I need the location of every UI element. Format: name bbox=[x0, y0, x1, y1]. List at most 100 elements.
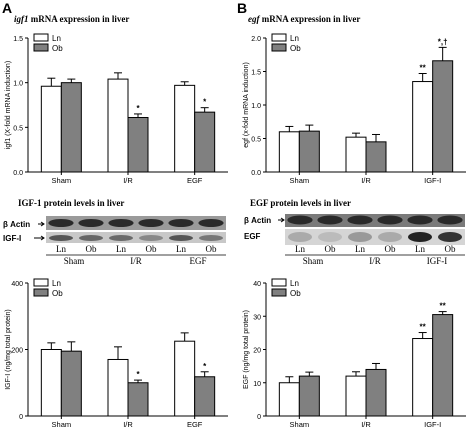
blot-row-label-igf1: IGF-I bbox=[3, 234, 21, 243]
blot-band-protein bbox=[169, 235, 193, 241]
blot-strip-igf1 bbox=[46, 232, 226, 243]
blot-band-protein bbox=[199, 235, 223, 241]
bar bbox=[174, 84, 196, 173]
blot-band-protein bbox=[438, 232, 462, 242]
bar bbox=[365, 368, 387, 417]
blot-lane-label: Ob bbox=[146, 244, 157, 254]
significance-mark: * bbox=[136, 370, 140, 379]
blot-group-label-sham: Sham bbox=[64, 256, 85, 266]
legend-label: Ln bbox=[52, 279, 61, 288]
blot-lane-label: Ln bbox=[116, 244, 126, 254]
y-tick-label: 30 bbox=[253, 314, 261, 321]
y-axis-label: igf1 (X-fold mRNA induction) bbox=[5, 61, 12, 149]
x-tick-label: Sham bbox=[290, 176, 310, 185]
legend-swatch bbox=[33, 43, 49, 52]
y-tick-label: 2.0 bbox=[251, 36, 261, 43]
y-axis-label: EGF (ng/mg total protein) bbox=[243, 310, 250, 389]
y-tick-label: 0.5 bbox=[251, 137, 261, 144]
y-axis-label: egf (x-fold mRNA induction) bbox=[243, 62, 250, 148]
blot-band-actin bbox=[347, 215, 373, 225]
y-tick-label: 0.5 bbox=[13, 125, 23, 132]
legend-swatch bbox=[271, 278, 287, 287]
blot-group-label-sham: Sham bbox=[303, 256, 324, 266]
panel-letter-a: A bbox=[2, 0, 12, 16]
blot-band-actin bbox=[168, 219, 194, 227]
bar bbox=[345, 136, 367, 173]
blot-band-protein bbox=[378, 232, 402, 242]
y-tick-label: 0.0 bbox=[13, 170, 23, 177]
title-egf-blot: EGF protein levels in liver bbox=[250, 198, 351, 208]
legend-label: Ob bbox=[290, 289, 301, 298]
blot-lane-label: Ob bbox=[206, 244, 217, 254]
arrow-icon bbox=[38, 221, 45, 227]
blot-band-actin bbox=[138, 219, 164, 227]
blot-group-label-ir: I/R bbox=[369, 256, 381, 266]
blot-band-actin bbox=[198, 219, 224, 227]
arrow-icon bbox=[278, 217, 285, 223]
blot-lane-label: Ob bbox=[445, 244, 456, 254]
chart-A-mrna: 0.0 0.5 1.0 1.5 igf1 (X-fold mRNA induction)… bbox=[5, 33, 228, 185]
bar bbox=[412, 81, 434, 173]
significance-mark: ** bbox=[420, 64, 427, 73]
x-tick-label: I/R bbox=[361, 176, 371, 185]
blot-band-actin bbox=[437, 215, 463, 225]
y-axis-label: IGF-I (ng/mg total protein) bbox=[5, 309, 12, 390]
bar bbox=[278, 131, 300, 173]
blot-band-protein bbox=[348, 232, 372, 242]
blot-group-label-ir: I/R bbox=[130, 256, 142, 266]
title-egf-mrna: egf mRNA expression in liver bbox=[248, 14, 360, 24]
title-gene-italic: egf bbox=[248, 14, 260, 24]
blot-group-label-igf1: IGF-I bbox=[427, 256, 448, 266]
x-tick-label: Sham bbox=[290, 420, 310, 429]
x-tick-label: Sham bbox=[52, 420, 72, 429]
title-igf1-blot: IGF-1 protein levels in liver bbox=[18, 198, 124, 208]
x-tick-label: I/R bbox=[123, 420, 133, 429]
significance-mark: * bbox=[136, 104, 140, 113]
x-tick-label: EGF bbox=[187, 176, 203, 185]
bar bbox=[194, 376, 216, 417]
blot-band-protein bbox=[49, 235, 73, 241]
bar bbox=[60, 350, 82, 417]
blot-group-label-egf: EGF bbox=[189, 256, 206, 266]
x-tick-label: IGF-I bbox=[424, 176, 441, 185]
y-tick-label: 400 bbox=[11, 281, 23, 288]
y-tick-label: 10 bbox=[253, 381, 261, 388]
bar bbox=[107, 78, 129, 173]
panel-letter-b: B bbox=[237, 0, 247, 16]
y-tick-label: 0 bbox=[19, 414, 23, 421]
blot-lane-label: Ob bbox=[325, 244, 336, 254]
y-tick-label: 1.0 bbox=[13, 81, 23, 88]
bar bbox=[412, 338, 434, 417]
bar bbox=[40, 349, 62, 417]
bar bbox=[365, 141, 387, 173]
y-tick-label: 20 bbox=[253, 348, 261, 355]
blot-lane-label: Ln bbox=[56, 244, 66, 254]
y-tick-label: 1.5 bbox=[13, 36, 23, 43]
legend-label: Ln bbox=[52, 34, 61, 43]
legend-swatch bbox=[271, 288, 287, 297]
x-tick-label: IGF-I bbox=[424, 420, 441, 429]
bar bbox=[40, 85, 62, 173]
blot-lane-label: Ln bbox=[355, 244, 365, 254]
legend-swatch bbox=[33, 33, 49, 42]
blot-row-label-egf: EGF bbox=[244, 232, 261, 241]
y-tick-label: 40 bbox=[253, 281, 261, 288]
bar bbox=[345, 375, 367, 417]
significance-mark: ** bbox=[420, 323, 427, 332]
x-tick-label: EGF bbox=[187, 420, 203, 429]
blot-band-protein bbox=[408, 232, 432, 242]
blot-lane-label: Ob bbox=[86, 244, 97, 254]
chart-B-mrna: 0.0 0.5 1.0 1.5 2.0 egf (x-fold mRNA inductio… bbox=[243, 33, 466, 185]
legend-label: Ln bbox=[290, 34, 299, 43]
blot-lane-label: Ln bbox=[415, 244, 425, 254]
legend-swatch bbox=[33, 288, 49, 297]
y-tick-label: 0.0 bbox=[251, 170, 261, 177]
significance-mark: ** bbox=[440, 302, 447, 311]
chart-A-protein: 0 200 400 IGF-I (ng/mg total protein) Sham I/… bbox=[5, 278, 228, 429]
bar bbox=[298, 130, 320, 173]
significance-mark: * bbox=[203, 362, 207, 371]
legend-label: Ob bbox=[52, 44, 63, 53]
title-rest: mRNA expression in liver bbox=[29, 14, 130, 24]
x-tick-label: I/R bbox=[361, 420, 371, 429]
